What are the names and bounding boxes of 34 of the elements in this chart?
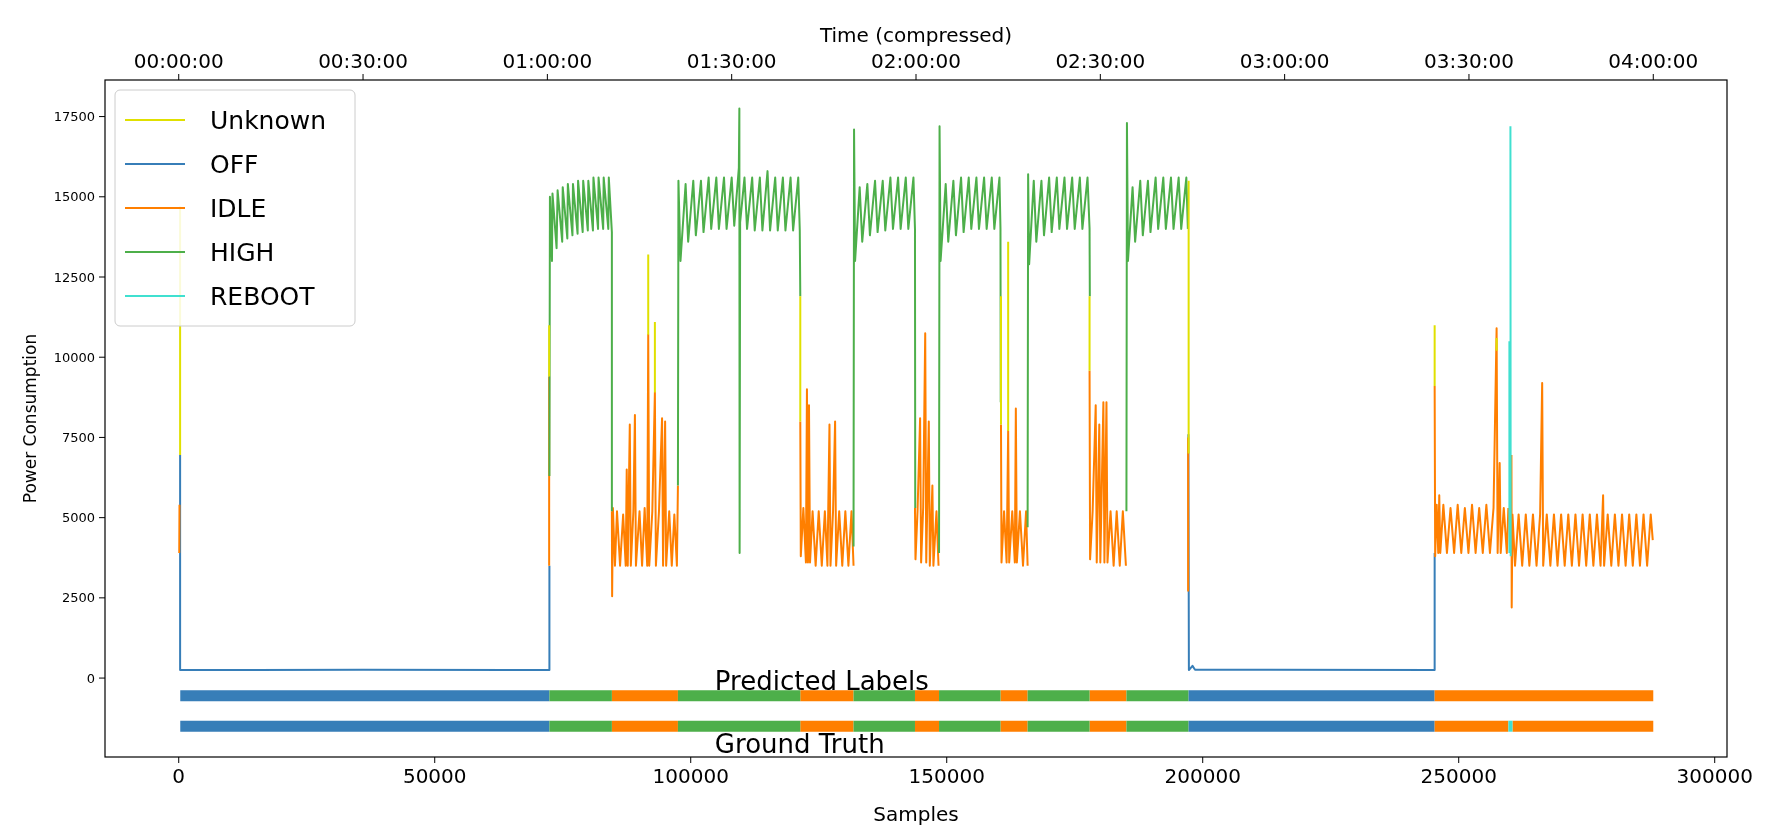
x2-tick-label: 04:00:00	[1608, 49, 1699, 73]
x-axis-title: Samples	[873, 802, 959, 826]
y-tick-label: 7500	[61, 429, 95, 445]
x2-tick-label: 00:00:00	[133, 49, 224, 73]
x2-tick-label: 02:00:00	[871, 49, 961, 73]
x2-tick-label: 02:30:00	[1055, 49, 1146, 73]
x-tick-label: 100000	[652, 764, 729, 788]
x2-tick-label: 01:30:00	[686, 49, 777, 73]
y-tick-label: 15000	[53, 189, 95, 205]
legend-label: OFF	[210, 149, 259, 179]
x-tick-label: 250000	[1420, 764, 1497, 788]
x2-axis-title: Time (compressed)	[818, 23, 1013, 47]
legend-label: Unknown	[210, 105, 327, 135]
y-tick-label: 10000	[53, 349, 95, 365]
y-axis-title: Power Consumption	[20, 333, 40, 504]
y-tick-label: 17500	[53, 109, 95, 125]
legend-label: HIGH	[210, 237, 275, 267]
x-tick-label: 300000	[1676, 764, 1753, 788]
legend-label: REBOOT	[210, 281, 316, 311]
x2-tick-label: 03:00:00	[1239, 49, 1330, 73]
y-tick-label: 0	[86, 670, 95, 686]
y-tick-label: 2500	[61, 590, 95, 606]
x-tick-label: 50000	[402, 764, 467, 788]
legend-label: IDLE	[210, 193, 267, 223]
y-tick-label: 5000	[61, 510, 95, 526]
x-tick-label: 0	[172, 764, 186, 788]
x2-tick-label: 03:30:00	[1424, 49, 1514, 73]
x2-tick-label: 00:30:00	[318, 49, 408, 73]
annotation: Predicted Labels	[714, 666, 929, 696]
y-tick-label: 12500	[53, 269, 95, 285]
x-tick-label: 200000	[1164, 764, 1241, 788]
annotation: Ground Truth	[714, 729, 885, 759]
x2-tick-label: 01:00:00	[502, 49, 593, 73]
x-tick-label: 150000	[908, 764, 985, 788]
